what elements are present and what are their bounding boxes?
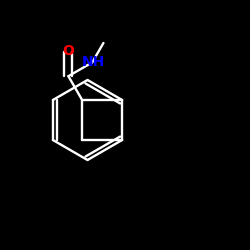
Text: O: O: [62, 44, 74, 58]
Text: NH: NH: [82, 56, 105, 70]
